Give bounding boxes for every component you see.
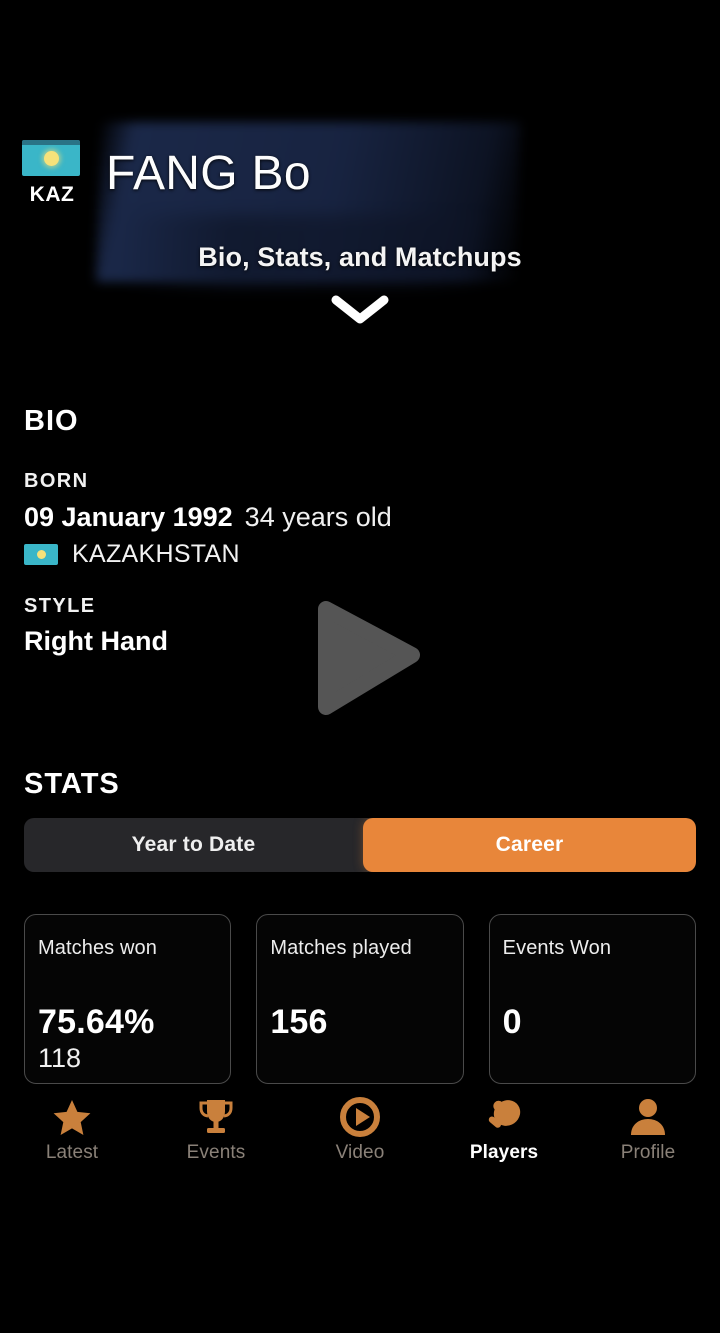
- born-line: 09 January 1992 34 years old: [24, 502, 392, 533]
- bio-section-title: BIO: [24, 405, 79, 437]
- star-icon: [50, 1096, 94, 1138]
- kazakhstan-flag-icon: [24, 544, 58, 565]
- person-icon: [626, 1096, 670, 1138]
- bottom-navigation-bar: Latest Events Video: [0, 1092, 720, 1176]
- stat-card-label: Events Won: [502, 937, 612, 959]
- table-tennis-paddle-icon: [482, 1096, 526, 1138]
- country-code-label: KAZ: [29, 183, 75, 206]
- stat-card-subvalue: 118: [38, 1043, 82, 1073]
- stat-card-value: 156: [270, 1003, 328, 1041]
- nav-item-label: Video: [335, 1142, 385, 1163]
- play-triangle-icon[interactable]: [312, 597, 424, 719]
- toggle-option-career[interactable]: Career: [363, 818, 696, 872]
- nav-item-label: Events: [186, 1142, 246, 1163]
- stat-card-matches-won[interactable]: Matches won 75.64% 118: [24, 914, 232, 1084]
- born-date-value: 09 January 1992: [24, 502, 233, 532]
- nav-item-video[interactable]: Video: [288, 1092, 432, 1176]
- page-title: FANG Bo: [106, 147, 311, 200]
- age-value: 34 years old: [244, 502, 392, 532]
- style-label: STYLE: [24, 595, 96, 617]
- country-badge: KAZ: [22, 140, 82, 207]
- stat-card-value: 75.64%: [38, 1003, 155, 1041]
- stat-card-events-won[interactable]: Events Won 0: [488, 914, 696, 1084]
- country-line: KAZAKHSTAN: [24, 540, 240, 569]
- stat-card-label: Matches won: [38, 937, 157, 959]
- stat-card-matches-played[interactable]: Matches played 156: [256, 914, 464, 1084]
- style-value: Right Hand: [24, 626, 168, 656]
- nav-item-label: Players: [469, 1142, 539, 1163]
- nav-item-players[interactable]: Players: [432, 1092, 576, 1176]
- play-circle-icon: [338, 1096, 382, 1138]
- nav-item-latest[interactable]: Latest: [0, 1092, 144, 1176]
- country-name-value: KAZAKHSTAN: [72, 540, 240, 568]
- stat-card-value: 0: [502, 1003, 522, 1041]
- hero-subtitle: Bio, Stats, and Matchups: [198, 242, 522, 272]
- trophy-icon: [194, 1096, 238, 1138]
- stats-period-toggle[interactable]: Year to Date Career: [24, 818, 696, 872]
- hero-header: KAZ FANG Bo Bio, Stats, and Matchups: [0, 0, 720, 345]
- nav-item-events[interactable]: Events: [144, 1092, 288, 1176]
- stats-section-title: STATS: [24, 768, 120, 800]
- kazakhstan-flag-icon: [22, 140, 80, 176]
- born-label: BORN: [24, 470, 89, 492]
- chevron-down-icon[interactable]: [328, 293, 392, 327]
- nav-item-profile[interactable]: Profile: [576, 1092, 720, 1176]
- nav-item-label: Profile: [620, 1142, 676, 1163]
- stat-card-list: Matches won 75.64% 118 Matches played 15…: [24, 914, 696, 1084]
- nav-item-label: Latest: [45, 1142, 99, 1163]
- stat-card-label: Matches played: [270, 937, 412, 959]
- toggle-option-year-to-date[interactable]: Year to Date: [131, 833, 256, 856]
